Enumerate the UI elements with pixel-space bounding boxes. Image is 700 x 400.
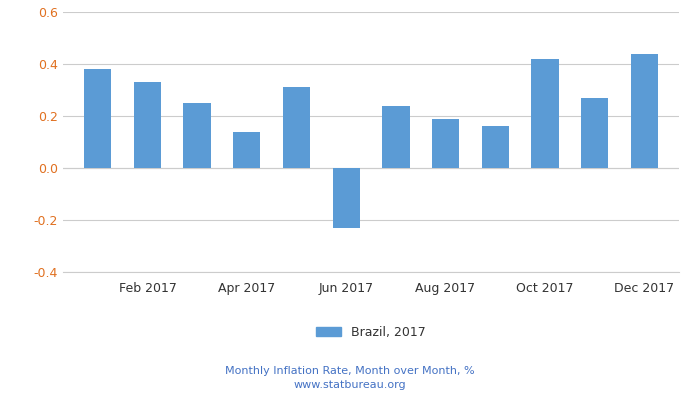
Bar — [134, 82, 161, 168]
Legend: Brazil, 2017: Brazil, 2017 — [311, 321, 431, 344]
Bar — [332, 168, 360, 228]
Bar — [84, 69, 111, 168]
Bar — [482, 126, 509, 168]
Bar — [283, 87, 310, 168]
Bar — [531, 59, 559, 168]
Bar — [382, 106, 410, 168]
Bar — [233, 132, 260, 168]
Bar — [432, 118, 459, 168]
Bar — [581, 98, 608, 168]
Bar — [183, 103, 211, 168]
Text: Monthly Inflation Rate, Month over Month, %
www.statbureau.org: Monthly Inflation Rate, Month over Month… — [225, 366, 475, 390]
Bar — [631, 54, 658, 168]
